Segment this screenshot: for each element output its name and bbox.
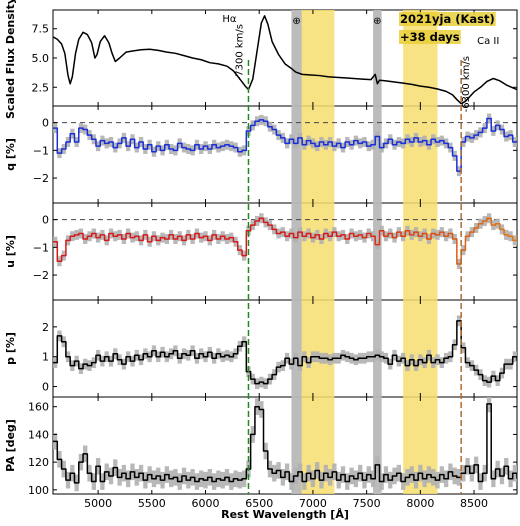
wavelength-bands [291, 10, 438, 494]
y-tick-label: 5.0 [32, 52, 50, 65]
x-tick-label: 8500 [460, 497, 488, 510]
series-line-q [53, 117, 517, 172]
series-line-u [53, 217, 517, 265]
feature-lines [247, 60, 462, 494]
epoch-highlight [399, 30, 461, 44]
x-tick-label: 5500 [138, 497, 166, 510]
y-tick-label: 100 [28, 484, 49, 497]
series-line-p [53, 320, 517, 385]
ca-ii-velocity-label: -6300 km/s [461, 56, 472, 112]
object-name-label: 2021yja (Kast) [400, 12, 495, 26]
panel-frames [52, 9, 518, 495]
panel-p-series [53, 315, 517, 389]
title-highlight [399, 12, 496, 26]
telluric-symbol: ⊕ [373, 16, 381, 27]
y-tick-label: −2 [33, 172, 49, 185]
panel-u-series [53, 213, 517, 269]
error-band [53, 315, 517, 389]
epoch-label: +38 days [400, 30, 460, 44]
series-line-flux [53, 15, 517, 105]
x-axis-label: Rest Wavelength [Å] [221, 508, 349, 521]
panel-pa-series [53, 397, 517, 492]
y-axis-label-pa: PA [deg] [4, 419, 17, 472]
highlight-band [301, 10, 335, 494]
y-axis-label-q: q [%] [4, 138, 17, 171]
y-tick-label: 160 [28, 401, 49, 414]
error-band [53, 397, 517, 492]
h-alpha-velocity-label: -7300 km/s [234, 24, 245, 80]
x-tick-label: 6000 [192, 497, 220, 510]
telluric-symbol: ⊕ [292, 16, 300, 27]
panel-q-series [53, 113, 517, 177]
x-tick-label: 7000 [299, 497, 327, 510]
highlight-band [403, 10, 438, 494]
x-tick-label: 5000 [84, 497, 112, 510]
x-tick-label: 6500 [245, 497, 273, 510]
telluric-band [373, 10, 382, 494]
y-axis-label-u: u [%] [4, 235, 17, 268]
y-axis-label-p: p [%] [4, 332, 17, 365]
x-tick-label: 8000 [406, 497, 434, 510]
y-tick-label: 120 [28, 456, 49, 469]
y-tick-label: −2 [33, 269, 49, 282]
panel-frame-q [52, 105, 518, 204]
y-tick-label: 140 [28, 428, 49, 441]
panel-frame-p [52, 299, 518, 398]
y-tick-label: 2.5 [32, 81, 50, 94]
y-tick-label: −1 [33, 241, 49, 254]
axes-ticks: 2.5 5.0 7.5 −2 −1 0 −2 −1 0 0 1 2 100 120 140 160 5000 55… [28, 10, 517, 510]
telluric-band [291, 10, 302, 494]
y-tick-label: 1 [42, 351, 49, 364]
h-alpha-label: Hα [222, 14, 237, 25]
panel-frame-u [52, 202, 518, 301]
panel-flux-series [53, 15, 517, 105]
y-tick-label: 0 [42, 117, 49, 130]
error-band [53, 213, 517, 269]
error-band [53, 113, 517, 177]
data-series [53, 15, 517, 492]
y-axis-label-flux: Scaled Flux Density [4, 0, 17, 119]
y-tick-label: 2 [42, 321, 49, 334]
y-tick-label: 0 [42, 214, 49, 227]
y-tick-label: 7.5 [32, 23, 50, 36]
y-tick-label: 0 [42, 381, 49, 394]
series-line-pa [53, 403, 517, 484]
x-tick-label: 7500 [353, 497, 381, 510]
y-tick-label: −1 [33, 144, 49, 157]
ca-ii-label: Ca II [477, 36, 499, 47]
